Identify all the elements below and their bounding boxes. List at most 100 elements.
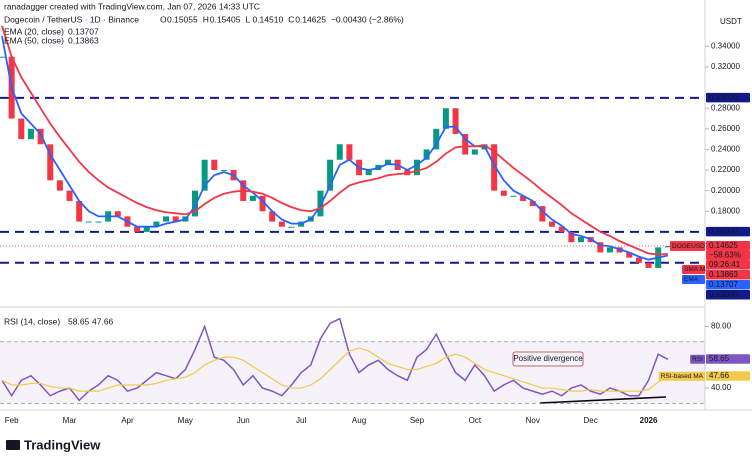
symbol-tag: DOGEUSDT	[672, 243, 709, 250]
candle	[635, 257, 642, 263]
candle	[66, 190, 73, 201]
candle	[442, 108, 449, 129]
rsi-line	[1, 347, 669, 392]
symbol: Dogecoin / TetherUS · 1D · Binance	[4, 14, 139, 24]
candle	[606, 247, 613, 253]
axis-tag-name: RSI	[692, 356, 703, 363]
logo-text: TradingView	[24, 437, 101, 452]
axis-tag-bg	[706, 290, 750, 300]
ohlc-value: 0.14625	[295, 14, 326, 24]
candle	[423, 149, 430, 160]
y-tick-label: 0.18000	[711, 206, 740, 215]
logo-icon	[6, 440, 20, 450]
x-tick-label: Mar	[63, 416, 77, 425]
candle	[539, 206, 546, 222]
annotation-box	[512, 351, 584, 367]
candle	[549, 221, 556, 227]
candle	[114, 211, 121, 217]
axis-tag-bg	[706, 241, 750, 251]
candle	[201, 159, 208, 191]
candle	[211, 159, 218, 171]
axis-tag-bg	[706, 226, 750, 237]
rsi-band	[0, 341, 705, 404]
candle	[278, 221, 285, 227]
candle	[413, 159, 420, 176]
y-tick-label: 0.20000	[711, 186, 740, 195]
candle	[143, 226, 150, 232]
annotation: Positive divergence	[513, 354, 583, 363]
candle	[37, 128, 44, 145]
candle	[597, 242, 604, 253]
x-tick-label: Feb	[5, 416, 19, 425]
y-tick-label: 0.24000	[711, 145, 740, 154]
candle	[27, 128, 34, 140]
candle	[172, 216, 179, 222]
candle	[500, 190, 507, 196]
candle	[578, 237, 584, 243]
candle	[433, 128, 440, 150]
candle	[664, 246, 671, 248]
rsi-line	[1, 317, 669, 402]
candle	[471, 149, 478, 155]
x-tick-label: Jul	[296, 416, 306, 425]
y-tick-label: 80.00	[711, 322, 732, 331]
ema-line	[1, 25, 668, 256]
candle	[76, 200, 83, 222]
axis-tag-name: EMA	[684, 276, 699, 283]
axis-tag-bg	[706, 354, 750, 364]
candle	[134, 226, 141, 232]
x-tick-label: Oct	[469, 416, 482, 425]
candle	[462, 133, 469, 155]
x-tick-label: Jun	[237, 416, 250, 425]
credit: ranadagger created with TradingView.com,…	[4, 1, 260, 11]
axis-tag-label: 47.66	[709, 371, 730, 380]
legend-value: 0.13863	[68, 35, 99, 45]
candle	[336, 144, 343, 160]
y-tick-label: 0.26000	[711, 124, 740, 133]
candle	[0, 56, 5, 58]
candle	[558, 226, 565, 232]
axis-tag-name-bg	[682, 275, 705, 284]
candle	[220, 170, 227, 172]
axis-tag-name: RSI-based MA	[661, 373, 704, 380]
axis-tag-bg	[706, 260, 750, 270]
candle	[47, 144, 54, 181]
candle	[192, 190, 198, 217]
candle	[365, 170, 372, 176]
ohlc-key: H	[203, 14, 209, 24]
ohlc-change: −0.00430 (−2.86%)	[331, 14, 404, 24]
axis-tag-name: SMA:MA	[684, 266, 710, 273]
logo: TradingView	[6, 437, 101, 452]
candle	[510, 195, 517, 197]
axis-tag-bg	[706, 371, 750, 381]
candle	[520, 195, 527, 201]
ohlc-value: 0.15405	[210, 14, 241, 24]
x-tick-label: Nov	[526, 416, 540, 425]
candle	[95, 221, 102, 223]
legend-value: 47.66	[92, 316, 114, 326]
currency: USDT	[720, 17, 742, 26]
candle	[288, 226, 295, 228]
ohlc-key: L	[245, 14, 250, 24]
legend-name: EMA (20, close)	[4, 26, 64, 36]
candle	[269, 211, 276, 222]
ohlc-value: 0.14510	[252, 14, 283, 24]
x-tick-label: Sep	[410, 416, 425, 425]
candle	[626, 252, 633, 258]
rsi-trendline	[539, 396, 667, 404]
candle	[259, 195, 266, 212]
axis-tag-label: 0.14625	[709, 241, 738, 250]
axis-tag-name-bg	[658, 371, 705, 381]
x-tick-label: 2026	[640, 416, 658, 425]
y-tick-label: 0.22000	[711, 165, 740, 174]
axis-tag-label: −58.63%	[709, 250, 741, 259]
y-tick-label: 0.32000	[711, 62, 740, 71]
candle	[56, 180, 63, 191]
ohlc-value: 0.15055	[167, 14, 198, 24]
x-tick-label: Apr	[121, 416, 134, 425]
axis-tag-label: 09:26:41	[709, 260, 741, 269]
axis-tag-name-bg	[682, 265, 705, 274]
candle	[153, 221, 160, 227]
rsi-title: RSI (14, close)	[4, 316, 60, 326]
